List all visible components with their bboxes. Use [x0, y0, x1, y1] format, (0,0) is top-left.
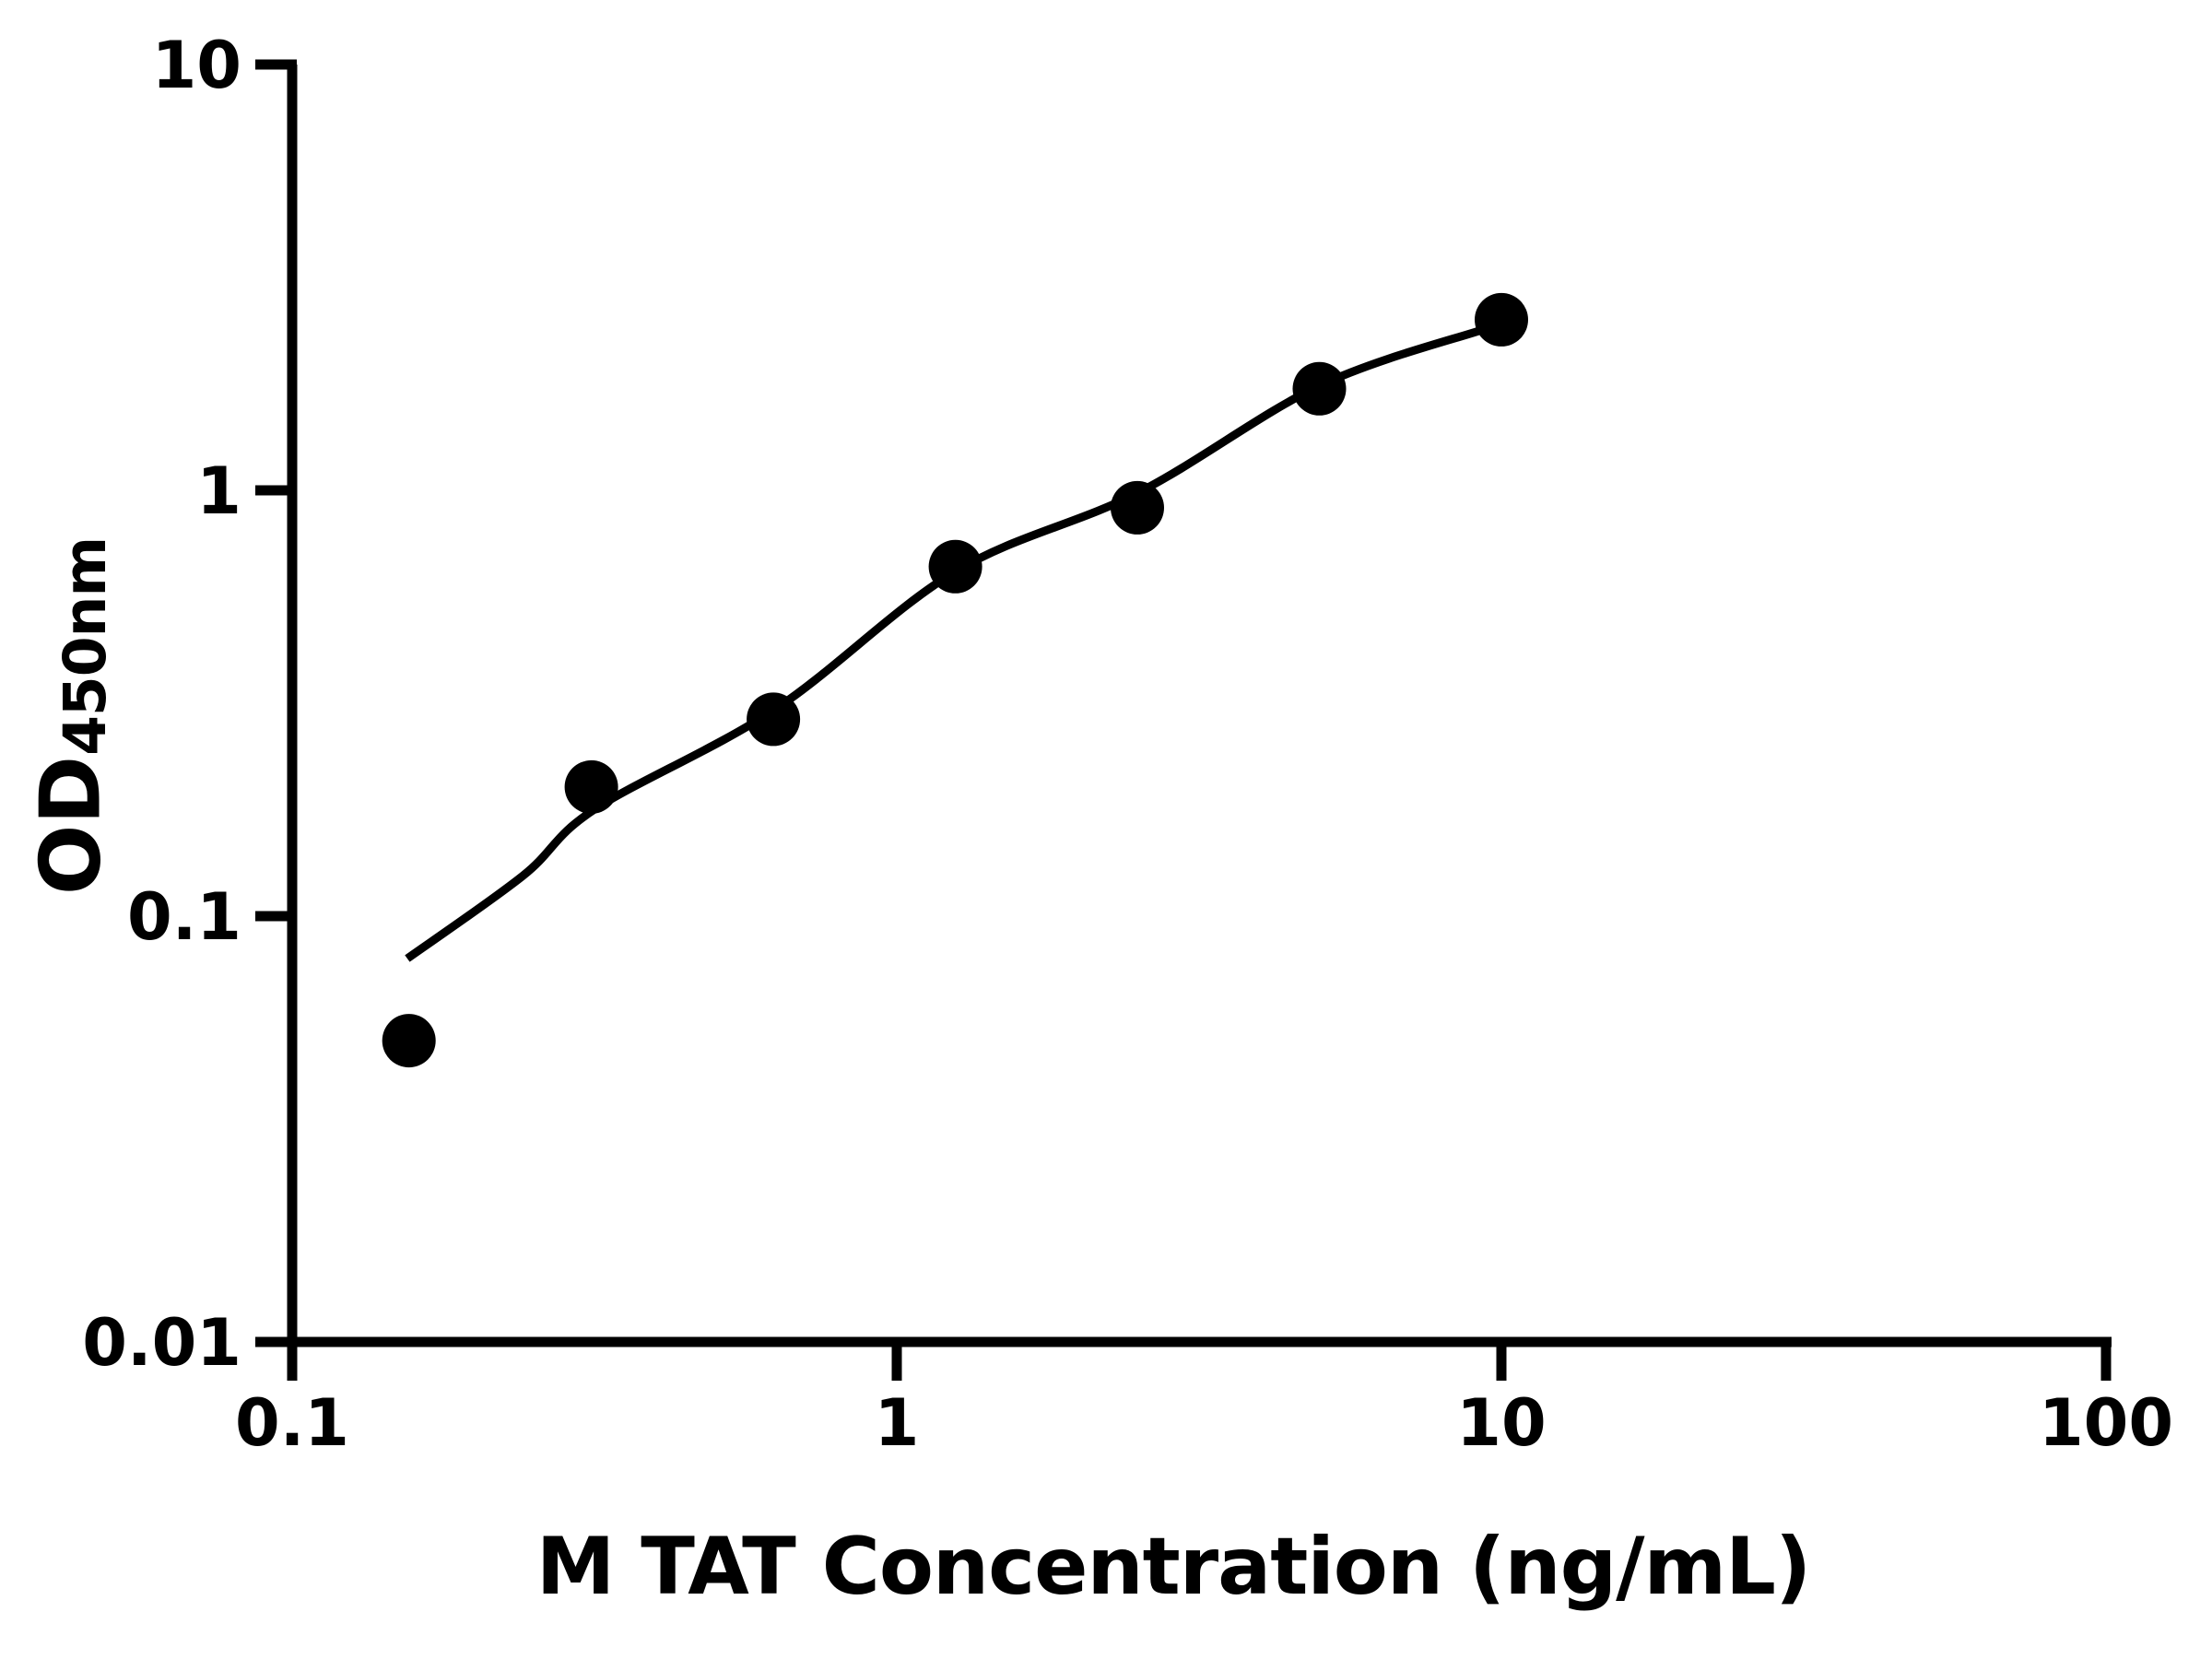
x-axis-title-text: M TAT Concentration (ng/mL) [535, 1521, 1812, 1613]
data-point [1111, 480, 1164, 535]
y-tick-label: 0.1 [127, 879, 241, 955]
x-tick-label: 0.1 [235, 1385, 349, 1461]
data-point [928, 539, 982, 594]
x-tick-label: 100 [2039, 1385, 2173, 1461]
y-tick-label: 0.01 [82, 1305, 241, 1381]
data-point [1292, 361, 1347, 416]
x-tick-label: 10 [1456, 1385, 1546, 1461]
data-point [747, 692, 801, 747]
y-axis-title-main: OD [22, 755, 120, 896]
x-axis-title: M TAT Concentration (ng/mL) [535, 1521, 1812, 1613]
data-point [564, 759, 618, 814]
data-point [382, 1014, 436, 1068]
y-tick-label: 1 [196, 453, 241, 529]
y-axis-title-subscript: 450nm [51, 536, 119, 756]
x-tick-label: 1 [875, 1385, 920, 1461]
fit-curve [405, 324, 1486, 962]
y-tick-label: 10 [152, 28, 241, 103]
y-axis-title: OD450nm [23, 537, 120, 895]
data-point [1475, 292, 1528, 347]
